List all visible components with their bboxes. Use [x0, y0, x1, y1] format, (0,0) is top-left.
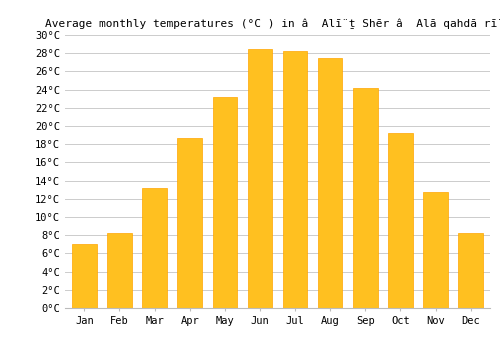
Title: Average monthly temperatures (°C ) in â  Alī̈ṯ Shēr â  Alā qahdā rī̈ṯ: Average monthly temperatures (°C ) in â … — [44, 18, 500, 29]
Bar — [424, 191, 448, 308]
Bar — [142, 188, 167, 308]
Bar — [388, 133, 412, 308]
Bar — [248, 49, 272, 308]
Bar — [107, 233, 132, 308]
Bar — [72, 244, 96, 308]
Bar — [318, 58, 342, 308]
Bar — [353, 88, 378, 308]
Bar — [212, 97, 237, 308]
Bar — [458, 233, 483, 308]
Bar — [178, 138, 202, 308]
Bar — [283, 51, 308, 308]
